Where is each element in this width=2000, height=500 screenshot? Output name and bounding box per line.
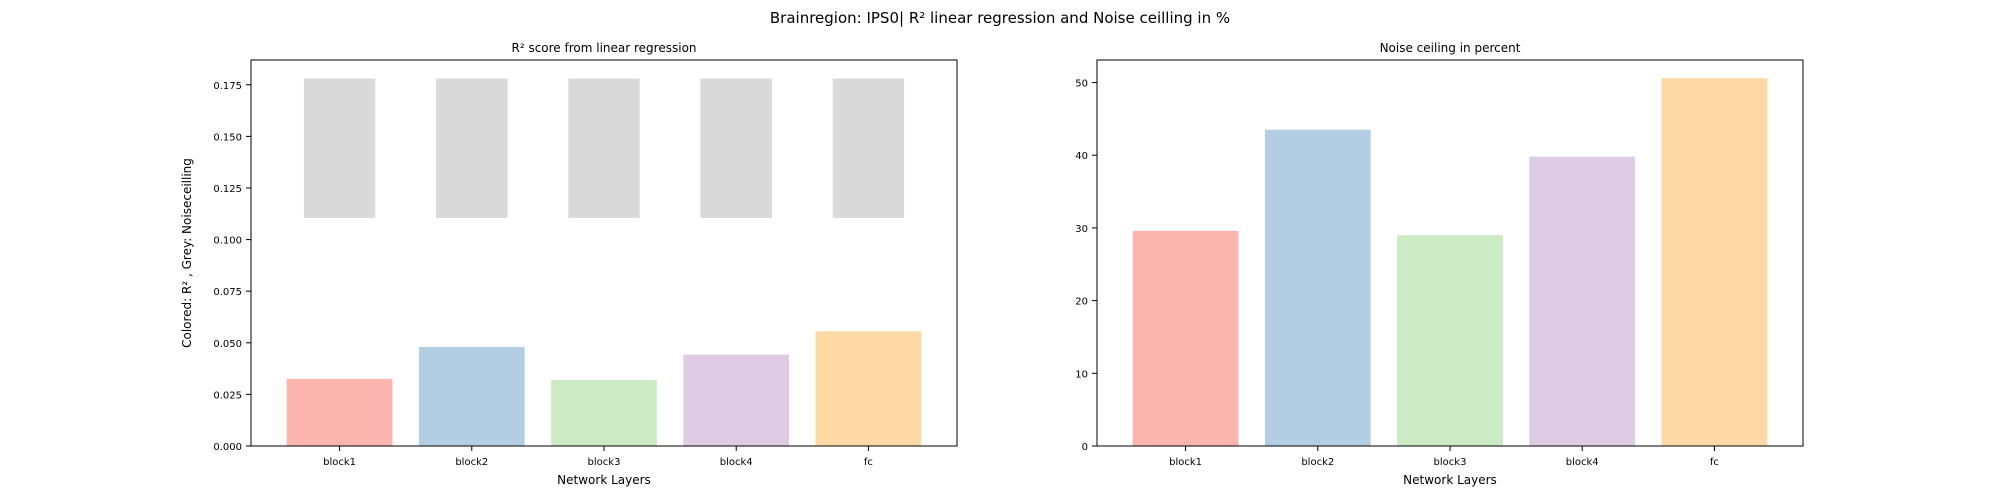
bar-block2 bbox=[1264, 129, 1371, 446]
y-tick-label: 50 bbox=[1075, 79, 1088, 90]
y-tick-label: 10 bbox=[1075, 369, 1088, 380]
y-tick-label: 0.100 bbox=[213, 236, 242, 247]
noise-ceiling-bar-block2 bbox=[436, 78, 508, 218]
y-tick-label: 0.075 bbox=[213, 287, 242, 298]
x-axis-label: Network Layers bbox=[557, 473, 651, 487]
chart-title: R² score from linear regression bbox=[511, 41, 696, 55]
bar-block4 bbox=[683, 354, 790, 446]
noise-ceiling-bar-block1 bbox=[303, 78, 376, 218]
y-tick-label: 0.125 bbox=[213, 184, 242, 195]
y-tick-label: 0.025 bbox=[213, 390, 242, 401]
noise-ceiling-bar-block3 bbox=[568, 78, 640, 218]
x-tick-label-block3: block3 bbox=[1434, 457, 1467, 468]
x-tick-label-block2: block2 bbox=[455, 457, 488, 468]
x-axis-label: Network Layers bbox=[1403, 473, 1497, 487]
y-tick-label: 20 bbox=[1075, 297, 1088, 308]
bar-block3 bbox=[551, 379, 657, 446]
r2-chart: 0.000 0.025 0.050 0.075 0.100 0.125 0.150 0.175… bbox=[180, 41, 958, 487]
bar-fc bbox=[1661, 78, 1768, 447]
x-tick-label-block2: block2 bbox=[1301, 457, 1334, 468]
y-tick-label: 0.150 bbox=[213, 132, 242, 143]
y-tick-label: 0.000 bbox=[213, 442, 242, 453]
x-tick-label-fc: fc bbox=[864, 457, 873, 468]
chart-title: Noise ceiling in percent bbox=[1380, 41, 1521, 55]
y-tick-label: 30 bbox=[1075, 224, 1088, 235]
y-tick-label: 40 bbox=[1075, 151, 1088, 162]
bar-block1 bbox=[1132, 230, 1239, 446]
noise-ceiling-chart: 0 10 20 30 40 50 block1 block2 block3 block4 fc Noi… bbox=[1075, 41, 1804, 487]
y-axis-label: Colored: R² , Grey: Noiseceilling bbox=[180, 158, 194, 348]
noise-ceiling-bar-fc bbox=[832, 78, 905, 218]
x-tick-label-block4: block4 bbox=[1566, 457, 1599, 468]
x-tick-label-fc: fc bbox=[1710, 457, 1719, 468]
x-tick-label-block1: block1 bbox=[1169, 457, 1202, 468]
x-tick-label-block1: block1 bbox=[323, 457, 356, 468]
figure-suptitle: Brainregion: IPS0| R² linear regression … bbox=[770, 9, 1230, 27]
y-tick-label: 0 bbox=[1082, 442, 1088, 453]
bar-block3 bbox=[1397, 235, 1503, 446]
x-tick-label-block3: block3 bbox=[588, 457, 621, 468]
bar-block2 bbox=[418, 346, 525, 446]
bar-block1 bbox=[286, 378, 393, 446]
bar-block4 bbox=[1529, 156, 1636, 446]
y-tick-label: 0.175 bbox=[213, 81, 242, 92]
noise-ceiling-bar-block4 bbox=[700, 78, 772, 218]
bar-fc bbox=[815, 331, 922, 446]
x-tick-label-block4: block4 bbox=[720, 457, 753, 468]
y-tick-label: 0.050 bbox=[213, 339, 242, 350]
